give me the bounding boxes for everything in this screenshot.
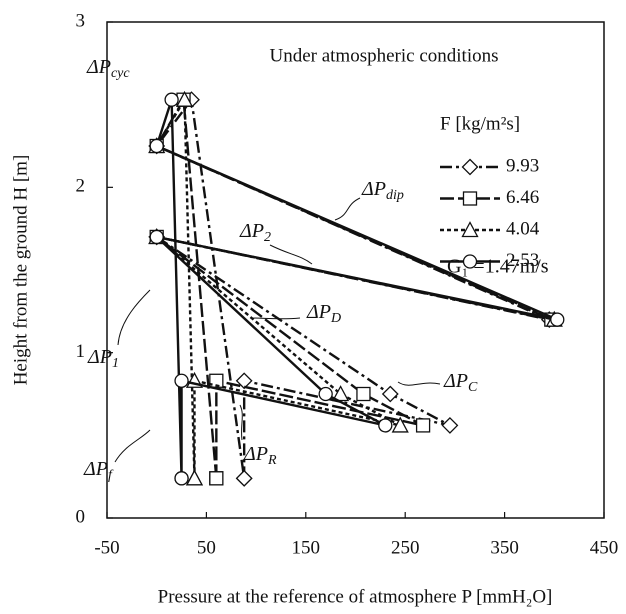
annotation-symbol: ΔP <box>306 301 331 323</box>
x-axis-label: Pressure at the reference of atmosphere … <box>158 586 553 607</box>
annotation-leader <box>397 381 441 386</box>
annotation-symbol: ΔP <box>239 220 264 242</box>
annotation-leader <box>117 289 151 346</box>
annotation-symbol: ΔP <box>87 346 112 368</box>
marker <box>149 138 164 154</box>
legend-label: 2.53 <box>506 250 539 271</box>
marker <box>391 416 409 433</box>
annotation: ΔPf <box>83 458 114 484</box>
annotation: ΔPdip <box>361 178 404 204</box>
marker <box>441 416 459 434</box>
annotation-subscript: C <box>468 380 478 395</box>
legend-marker <box>462 254 478 269</box>
legend-label: 4.04 <box>506 218 540 239</box>
y-tick-label: 0 <box>76 506 86 527</box>
marker <box>378 418 393 433</box>
marker <box>235 469 253 487</box>
y-tick-label: 2 <box>76 176 86 197</box>
annotation-subscript: 1 <box>112 356 119 371</box>
marker <box>185 469 204 486</box>
annotation-leader <box>269 244 313 265</box>
chart-title: Under atmospheric conditions <box>269 45 498 66</box>
annotation-symbol: ΔP <box>86 56 111 78</box>
annotation: ΔPcyc <box>86 56 130 82</box>
marker <box>235 372 253 390</box>
annotation: ΔP2 <box>239 220 271 246</box>
legend-title: F [kg/m²s] <box>440 113 520 134</box>
annotation: ΔP1 <box>87 346 119 372</box>
annotation-leader <box>239 404 243 441</box>
annotation: ΔPC <box>443 370 478 396</box>
annotation-symbol: ΔP <box>443 370 468 392</box>
annotation-subscript: R <box>267 453 277 468</box>
annotation-subscript: cyc <box>111 66 130 81</box>
annotation-symbol: ΔP <box>361 178 386 200</box>
marker <box>381 385 399 403</box>
marker <box>415 418 431 433</box>
annotation-symbol: ΔP <box>83 458 108 480</box>
legend-label: 6.46 <box>506 187 539 208</box>
annotation-leader <box>114 429 151 463</box>
marker <box>318 386 333 402</box>
marker <box>175 90 194 107</box>
x-tick-label: 450 <box>590 537 619 558</box>
x-tick-label: 50 <box>197 537 216 558</box>
annotation-leader <box>249 317 301 320</box>
legend-marker <box>461 221 479 238</box>
marker <box>209 471 224 486</box>
annotation: ΔPR <box>243 443 277 469</box>
marker <box>164 92 179 107</box>
legend-marker <box>461 158 479 176</box>
x-tick-label: -50 <box>94 537 119 558</box>
x-tick-label: 150 <box>292 537 321 558</box>
annotation: ΔPD <box>306 301 341 327</box>
marker <box>174 471 189 486</box>
annotation-subscript: f <box>108 468 114 483</box>
legend-marker <box>462 191 478 206</box>
plot-frame <box>106 21 605 519</box>
y-axis-label: Height from the ground H [m] <box>10 155 31 386</box>
marker <box>356 386 371 402</box>
legend-label: 9.93 <box>506 155 539 176</box>
series-line <box>154 96 550 479</box>
x-tick-label: 350 <box>490 537 519 558</box>
annotation-subscript: 2 <box>264 230 271 245</box>
marker <box>550 312 565 327</box>
y-tick-label: 3 <box>76 10 86 31</box>
x-tick-label: 250 <box>391 537 420 558</box>
marker <box>149 229 164 245</box>
annotation-subscript: dip <box>386 188 404 203</box>
annotation-leader <box>334 197 361 221</box>
annotation-symbol: ΔP <box>243 443 268 465</box>
y-tick-label: 1 <box>76 341 86 362</box>
annotation-subscript: D <box>330 311 341 326</box>
series-line <box>154 95 552 479</box>
marker <box>174 373 189 388</box>
